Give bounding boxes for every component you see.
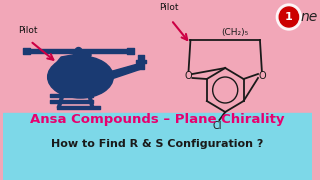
- Polygon shape: [52, 53, 96, 81]
- Text: How to Find R & S Configuration ?: How to Find R & S Configuration ?: [52, 139, 264, 149]
- Circle shape: [276, 4, 301, 30]
- Bar: [3, 112, 312, 180]
- Text: Pilot: Pilot: [159, 3, 179, 12]
- Ellipse shape: [74, 51, 91, 59]
- Text: 1: 1: [285, 12, 293, 22]
- Text: (CH₂)₅: (CH₂)₅: [221, 28, 248, 37]
- Polygon shape: [106, 63, 141, 81]
- Bar: [3, 0, 312, 112]
- Text: Cl: Cl: [213, 121, 222, 131]
- Text: Pilot: Pilot: [19, 26, 38, 35]
- Ellipse shape: [48, 56, 113, 98]
- Text: O: O: [258, 71, 266, 81]
- Text: ne: ne: [300, 10, 318, 24]
- Text: Ansa Compounds – Plane Chirality: Ansa Compounds – Plane Chirality: [30, 114, 285, 127]
- Circle shape: [75, 48, 82, 55]
- Circle shape: [279, 7, 299, 27]
- Text: O: O: [185, 71, 192, 81]
